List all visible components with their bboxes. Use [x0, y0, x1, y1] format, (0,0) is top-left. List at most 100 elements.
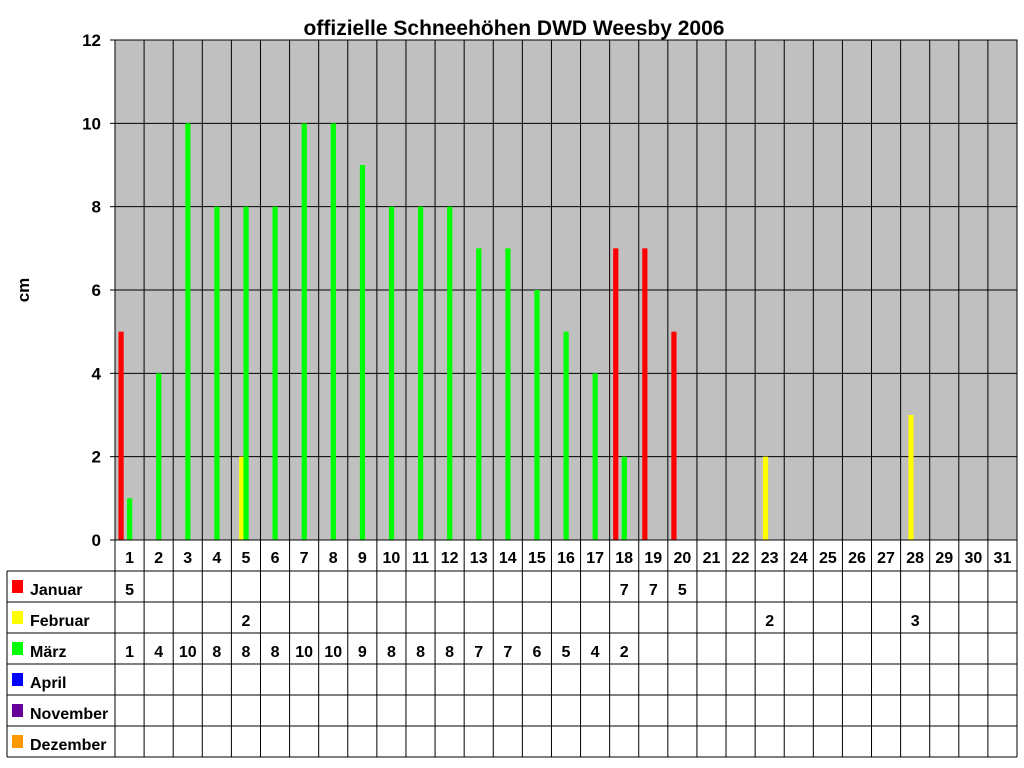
grid-lines: [114, 39, 1018, 757]
bar-märz-14: [505, 248, 511, 541]
table-cell-value: 8: [445, 644, 454, 661]
table-cell-value: 7: [503, 644, 512, 661]
x-tick-label: 17: [586, 550, 604, 567]
x-tick-label: 22: [732, 550, 750, 567]
y-tick-label: 12: [82, 31, 101, 50]
x-tick-label: 30: [964, 550, 982, 567]
x-tick-label: 15: [528, 550, 546, 567]
bar-märz-13: [476, 248, 482, 541]
bar-märz-15: [534, 290, 540, 540]
table-cell-value: 8: [271, 644, 280, 661]
x-tick-label: 11: [412, 550, 429, 567]
x-tick-label: 31: [994, 550, 1012, 567]
bar-januar-18: [613, 248, 619, 541]
bar-märz-1: [127, 498, 133, 540]
legend-label: November: [30, 706, 108, 723]
legend-label: Dezember: [30, 737, 106, 754]
y-tick-label: 8: [92, 198, 101, 217]
legend-key-dezember: [12, 735, 23, 748]
plot-border: [114, 39, 1018, 541]
x-tick-label: 13: [470, 550, 488, 567]
x-tick-label: 7: [300, 550, 309, 567]
bar-februar-28: [908, 415, 914, 540]
table-cell-value: 10: [295, 644, 313, 661]
x-tick-label: 24: [790, 550, 808, 567]
x-tick-label: 23: [761, 550, 779, 567]
bar-märz-5: [243, 206, 249, 540]
table-cell-value: 2: [241, 613, 250, 630]
x-tick-label: 18: [615, 550, 633, 567]
chart-title: offizielle Schneehöhen DWD Weesby 2006: [304, 17, 725, 40]
bar-februar-5: [239, 456, 245, 540]
x-tick-label: 4: [212, 550, 221, 567]
x-tick-label: 21: [703, 550, 721, 567]
table-cell-value: 8: [416, 644, 425, 661]
bar-märz-9: [359, 165, 366, 540]
bar-januar-1: [118, 331, 124, 540]
x-tick-label: 29: [935, 550, 953, 567]
table-cell-value: 7: [474, 644, 483, 661]
bar-märz-10: [388, 206, 395, 540]
bar-märz-4: [214, 206, 220, 540]
x-tick-label: 9: [358, 550, 367, 567]
table-cell-value: 8: [241, 644, 250, 661]
table-cell-value: 5: [562, 644, 571, 661]
legend-label: Februar: [30, 613, 90, 630]
x-tick-label: 8: [329, 550, 338, 567]
x-tick-label: 28: [906, 550, 924, 567]
legend-label: April: [30, 675, 66, 692]
bars-group: [118, 123, 914, 541]
data-table: 1 2 3 4 5 6 7 8 9 10 11 12 13 14 15 16 17 18 19 20 21 22 23 24 2…: [6, 550, 1017, 758]
table-cell-value: 5: [125, 582, 134, 599]
table-cell-value: 4: [154, 644, 163, 661]
table-cell-value: 8: [387, 644, 396, 661]
x-tick-label: 10: [383, 550, 401, 567]
table-cell-value: 7: [649, 582, 658, 599]
table-cell-value: 2: [620, 644, 629, 661]
table-cell-value: 10: [324, 644, 342, 661]
x-tick-label: 25: [819, 550, 837, 567]
table-cell-value: 4: [591, 644, 600, 661]
legend-label: Januar: [30, 582, 82, 599]
table-cell-value: 6: [532, 644, 541, 661]
x-tick-label: 16: [557, 550, 575, 567]
x-tick-label: 3: [183, 550, 192, 567]
y-axis-label: cm: [14, 278, 33, 303]
x-tick-label: 2: [154, 550, 163, 567]
bar-märz-7: [301, 123, 307, 540]
table-cell-value: 7: [620, 582, 629, 599]
table-cell-value: 9: [358, 644, 367, 661]
bar-januar-20: [671, 331, 677, 540]
table-cell-value: 1: [125, 644, 134, 661]
bar-februar-23: [762, 456, 769, 540]
legend-key-januar: [12, 580, 23, 593]
bar-januar-19: [642, 248, 648, 541]
bar-märz-18: [621, 456, 627, 540]
legend-key-februar: [12, 611, 23, 624]
bar-märz-11: [418, 206, 424, 540]
x-tick-label: 1: [125, 550, 134, 567]
y-tick-label: 6: [92, 281, 101, 300]
x-tick-label: 27: [877, 550, 895, 567]
table-cell-value: 2: [765, 613, 774, 630]
bar-märz-2: [156, 373, 162, 540]
table-cell-value: 8: [212, 644, 221, 661]
table-cell-value: 5: [678, 582, 687, 599]
x-tick-label: 6: [271, 550, 280, 567]
y-tick-label: 2: [92, 448, 101, 467]
x-tick-label: 12: [441, 550, 459, 567]
y-tick-label: 4: [92, 364, 102, 383]
bar-märz-16: [563, 331, 569, 540]
bar-märz-17: [592, 373, 598, 540]
x-tick-label: 5: [241, 550, 250, 567]
legend-label: März: [30, 644, 66, 661]
y-tick-label: 0: [92, 531, 101, 550]
table-cell-value: 3: [911, 613, 920, 630]
bar-märz-3: [185, 123, 191, 540]
x-tick-label: 14: [499, 550, 517, 567]
y-tick-label: 10: [82, 114, 101, 133]
table-cell-value: 10: [179, 644, 197, 661]
bar-märz-12: [447, 206, 453, 540]
bar-märz-8: [330, 123, 336, 540]
